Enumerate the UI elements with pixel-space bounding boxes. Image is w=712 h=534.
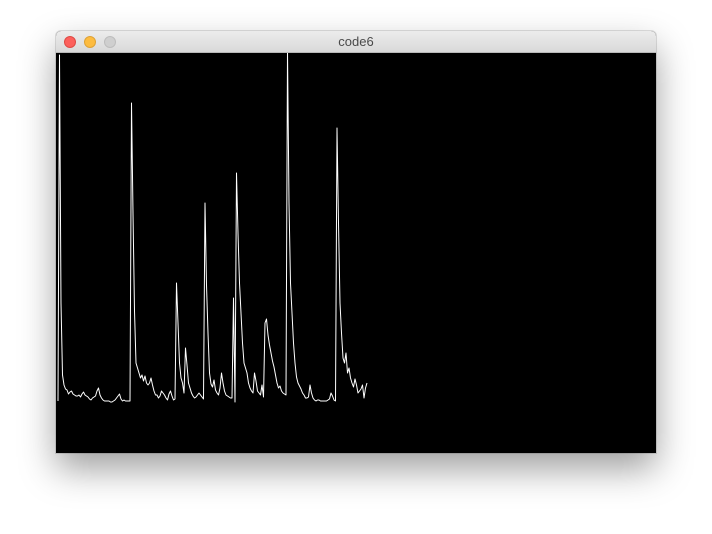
- signal-trace-line-0: [57, 53, 368, 403]
- sketch-canvas: [56, 53, 656, 453]
- app-window: code6: [56, 31, 656, 453]
- minimize-button[interactable]: [84, 36, 96, 48]
- title-bar[interactable]: code6: [56, 31, 656, 53]
- zoom-button[interactable]: [104, 36, 116, 48]
- plot-series-group: [57, 53, 368, 403]
- close-button[interactable]: [64, 36, 76, 48]
- window-title: code6: [338, 34, 374, 49]
- signal-plot: [57, 53, 368, 403]
